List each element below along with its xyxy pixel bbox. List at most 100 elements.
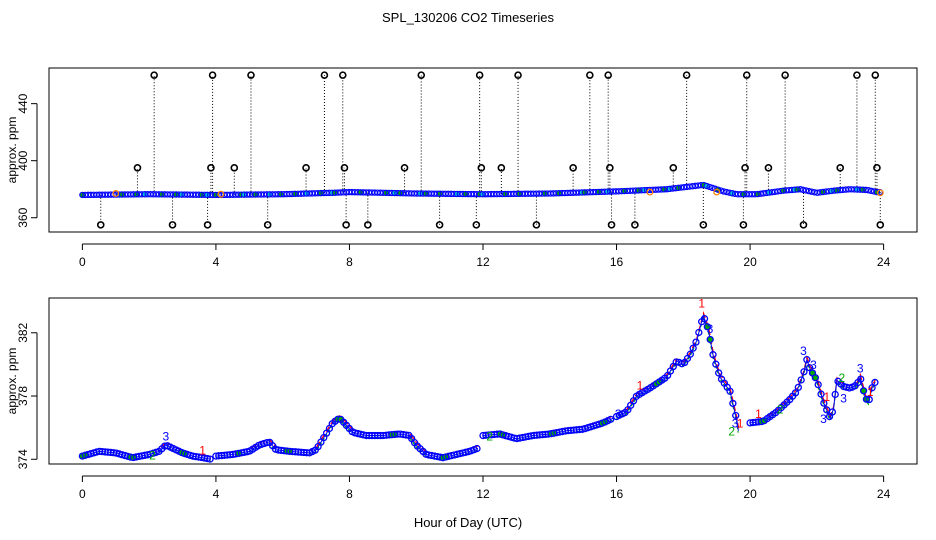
- trace-point: [726, 387, 734, 395]
- trace-point: [797, 376, 805, 384]
- trace-point: [700, 315, 709, 323]
- spike-point: [586, 71, 594, 79]
- spike-point: [781, 71, 789, 79]
- spike-point: [871, 71, 880, 79]
- series-number-label: 1: [737, 417, 744, 431]
- top-x-tick-label: 8: [346, 255, 353, 269]
- series-number-label: 3: [732, 417, 739, 431]
- baseline-point: [723, 188, 730, 196]
- series-number-label: 1: [637, 379, 644, 393]
- trace-point: [607, 415, 615, 423]
- spike-point: [208, 71, 217, 79]
- trace-point: [817, 390, 825, 398]
- bottom-x-tick-label: 4: [213, 487, 220, 501]
- top-x-tick-label: 16: [610, 255, 624, 269]
- trace-point: [706, 335, 714, 344]
- spike-point: [764, 164, 773, 172]
- spike-point: [247, 71, 255, 79]
- trace-point: [828, 408, 837, 416]
- spike-point: [876, 221, 885, 229]
- spike-point: [133, 164, 142, 172]
- baseline-point: [805, 187, 813, 195]
- trace-point: [814, 380, 822, 389]
- top-y-tick-label: 440: [16, 93, 30, 113]
- top-x-tick-label: 12: [476, 255, 490, 269]
- baseline-point: [862, 186, 869, 194]
- baseline-point: [797, 186, 804, 193]
- bottom-y-tick-label: 374: [16, 449, 30, 469]
- spike-point: [699, 221, 708, 229]
- series-number-label: 3: [163, 429, 170, 443]
- top-x-tick-label: 24: [877, 255, 891, 269]
- series-number-label: 2: [486, 429, 493, 443]
- series-number-label: 1: [824, 390, 831, 404]
- spike-point: [514, 71, 522, 79]
- baseline-point: [799, 186, 807, 194]
- trace-point: [703, 323, 711, 331]
- trace-point: [791, 389, 800, 397]
- trace-point: [715, 369, 723, 377]
- trace-point: [803, 356, 811, 364]
- spike-point: [168, 221, 177, 229]
- top-y-tick-label: 360: [16, 207, 30, 227]
- bottom-x-tick-label: 0: [79, 487, 86, 501]
- top-x-tick-label: 20: [743, 255, 757, 269]
- bottom-y-tick-label: 378: [16, 386, 30, 406]
- spike-point: [417, 71, 426, 79]
- flagged-point: [217, 190, 225, 198]
- series-number-label: 2: [149, 448, 156, 462]
- spike-point: [263, 221, 272, 229]
- flagged-point: [646, 188, 654, 196]
- trace-point: [871, 378, 879, 387]
- trace-point: [203, 454, 211, 463]
- bottom-y-tick-label: 382: [16, 322, 30, 342]
- spike-point: [477, 164, 486, 172]
- trace-point: [729, 399, 737, 408]
- spike-point: [873, 164, 881, 172]
- spike-point: [475, 71, 484, 79]
- bottom-x-tick-label: 12: [476, 487, 490, 501]
- series-number-label: 3: [800, 344, 807, 358]
- spike-point: [799, 221, 808, 229]
- flagged-point: [713, 188, 721, 196]
- trace-point: [712, 360, 720, 368]
- trace-point: [402, 431, 410, 439]
- spike-point: [532, 221, 541, 229]
- spike-point: [364, 221, 372, 229]
- series-number-label: 3: [857, 361, 864, 375]
- baseline-point: [709, 184, 716, 192]
- trace-point: [695, 328, 703, 337]
- trace-point: [473, 444, 481, 453]
- trace-point: [689, 344, 697, 352]
- spike-point: [682, 71, 691, 79]
- trace-point: [800, 368, 808, 376]
- bottom-y-axis-label: approx. ppm: [5, 348, 19, 415]
- flagged-point: [876, 189, 884, 197]
- spike-point: [569, 164, 577, 172]
- trace-point: [206, 455, 214, 463]
- series-number-label: 3: [615, 407, 622, 421]
- baseline-point: [808, 188, 815, 195]
- top-panel: approx. ppm 0 4 8 12 16 20 24 360 400 440: [5, 67, 918, 269]
- baseline-point: [720, 188, 727, 195]
- series-number-label: 3: [820, 412, 827, 426]
- spike-point: [207, 164, 215, 172]
- spike-point: [435, 221, 444, 229]
- trace-point: [263, 438, 271, 447]
- baseline-point: [717, 187, 725, 194]
- trace-point: [831, 390, 839, 399]
- flagged-point: [112, 190, 120, 197]
- series-number-label: 1: [755, 407, 762, 421]
- spike-point: [230, 164, 239, 172]
- trace-point: [732, 411, 740, 420]
- top-x-tick-label: 0: [79, 255, 86, 269]
- spike-point: [96, 221, 105, 229]
- trace-point: [859, 387, 868, 395]
- spike-point: [607, 221, 616, 229]
- series-number-label: 1: [698, 296, 705, 310]
- spike-point: [836, 164, 845, 172]
- spike-point: [472, 221, 481, 229]
- trace-point: [857, 375, 865, 383]
